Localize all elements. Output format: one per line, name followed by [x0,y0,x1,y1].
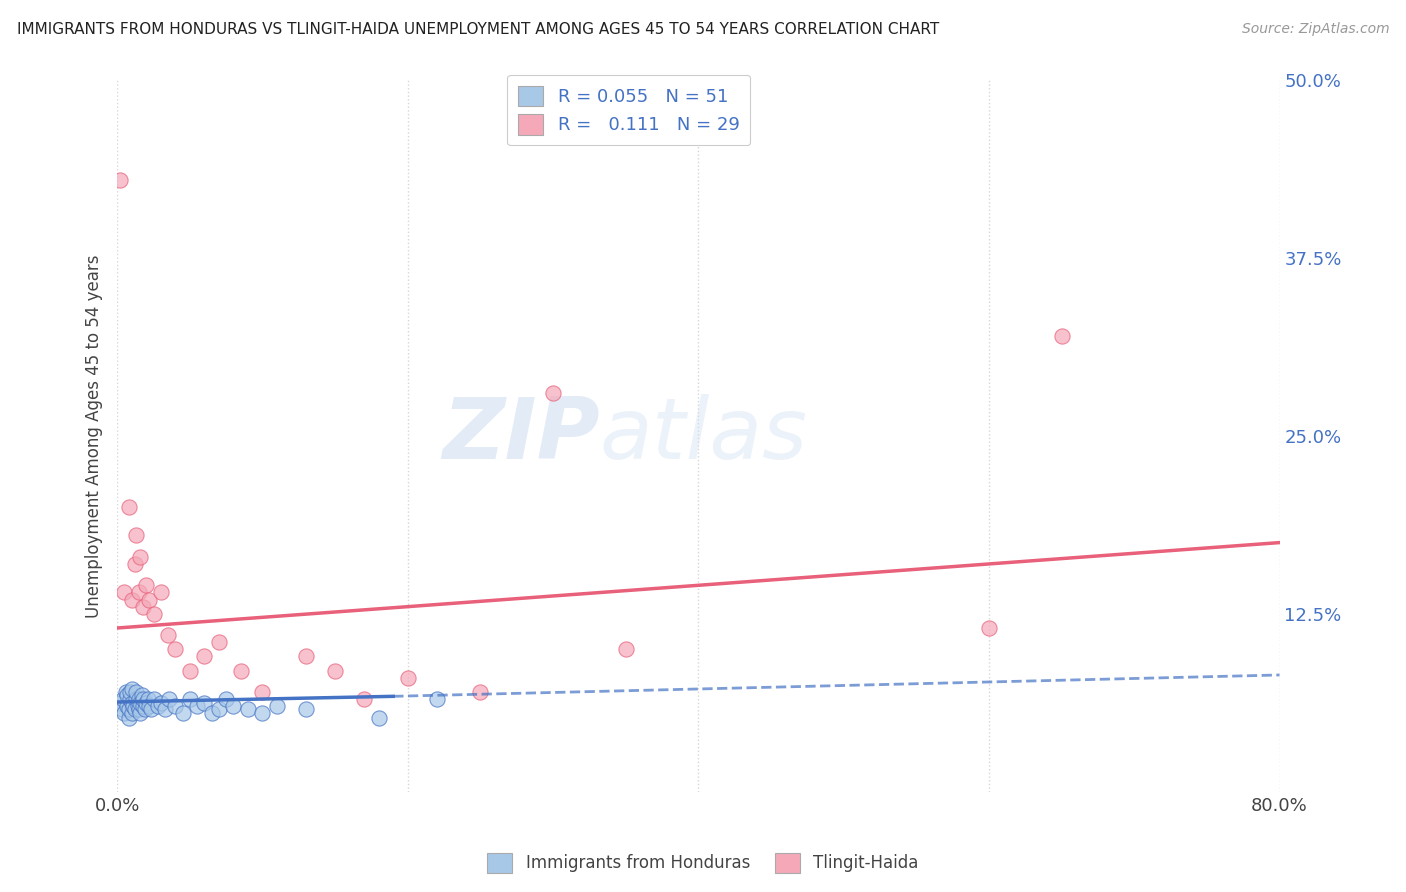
Point [117,699,139,714]
Point [124,557,146,571]
Point [125,528,148,542]
Point [118,500,141,514]
Point [208,635,231,649]
Point [146,699,169,714]
Point [142,607,165,621]
Point [121,592,143,607]
Point [138,699,160,714]
Point [121,706,143,721]
Point [201,706,224,721]
Point [135,697,157,711]
Point [149,697,172,711]
Point [121,697,143,711]
Point [124,702,146,716]
Point [252,706,274,721]
Point [172,706,194,721]
Y-axis label: Unemployment Among Ages 45 to 54 years: Unemployment Among Ages 45 to 54 years [86,254,103,617]
Point [120,685,142,699]
Point [215,692,238,706]
Point [977,621,1000,635]
Point [136,692,159,706]
Point [120,692,142,706]
Point [115,685,138,699]
Point [252,685,274,699]
Point [132,599,155,614]
Point [266,699,288,714]
Point [129,706,152,721]
Text: atlas: atlas [599,394,807,477]
Point [165,642,187,657]
Point [111,692,134,706]
Point [132,699,155,714]
Point [193,649,215,664]
Point [323,664,346,678]
Point [122,699,145,714]
Point [367,711,389,725]
Point [131,688,153,702]
Point [129,697,152,711]
Text: IMMIGRANTS FROM HONDURAS VS TLINGIT-HAIDA UNEMPLOYMENT AMONG AGES 45 TO 54 YEARS: IMMIGRANTS FROM HONDURAS VS TLINGIT-HAID… [17,22,939,37]
Point [208,702,231,716]
Point [179,664,201,678]
Point [295,649,318,664]
Point [114,585,136,599]
Point [118,711,141,725]
Point [127,699,149,714]
Point [125,692,148,706]
Point [159,692,181,706]
Point [132,692,155,706]
Text: ZIP: ZIP [441,394,599,477]
Point [396,671,419,685]
Point [470,685,492,699]
Point [186,699,208,714]
Point [236,702,259,716]
Point [541,386,564,401]
Point [117,688,139,702]
Point [138,592,160,607]
Point [153,702,176,716]
Point [149,585,172,599]
Point [129,549,152,564]
Point [229,664,252,678]
Point [125,685,148,699]
Point [353,692,375,706]
Point [108,697,131,711]
Text: Source: ZipAtlas.com: Source: ZipAtlas.com [1241,22,1389,37]
Point [179,692,201,706]
Point [110,702,132,716]
Point [295,702,318,716]
Point [134,702,156,716]
Point [121,682,143,697]
Point [108,172,131,186]
Point [128,702,150,716]
Point [193,697,215,711]
Legend: Immigrants from Honduras, Tlingit-Haida: Immigrants from Honduras, Tlingit-Haida [481,847,925,880]
Point [157,628,180,642]
Point [135,578,157,592]
Point [142,692,165,706]
Point [128,585,150,599]
Point [139,702,162,716]
Point [426,692,449,706]
Point [128,692,150,706]
Point [118,702,141,716]
Point [614,642,637,657]
Point [114,706,136,721]
Point [165,699,187,714]
Point [1050,329,1073,343]
Legend: R = 0.055   N = 51, R =   0.111   N = 29: R = 0.055 N = 51, R = 0.111 N = 29 [508,75,751,145]
Point [222,699,245,714]
